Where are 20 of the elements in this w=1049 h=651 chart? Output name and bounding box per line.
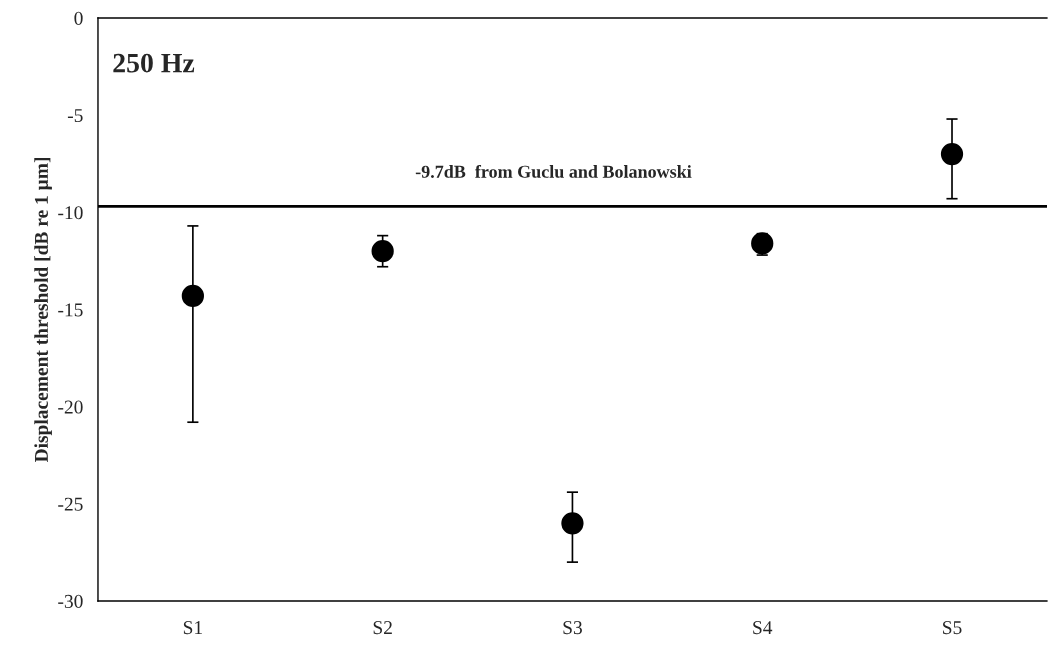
x-tick-label: S4 bbox=[753, 621, 773, 635]
y-tick-label: -10 bbox=[58, 206, 83, 220]
y-tick-label: -15 bbox=[58, 303, 83, 317]
y-tick-label: -25 bbox=[58, 497, 83, 511]
point bbox=[751, 232, 774, 255]
x-tick-label: S5 bbox=[943, 621, 962, 635]
y-tick-label: -30 bbox=[58, 594, 83, 608]
y-tick-label: -20 bbox=[58, 400, 83, 414]
annotation: 250 Hz bbox=[113, 53, 195, 73]
y-tick-label: 0 bbox=[74, 11, 83, 25]
y-tick-label: -5 bbox=[67, 109, 83, 123]
x-tick-label: S3 bbox=[563, 621, 582, 635]
y-axis-title: Displacement threshold [dB re 1 µm] bbox=[34, 157, 52, 463]
point bbox=[940, 142, 964, 166]
ref-line-label: -9.7dB from Guclu and Bolanowski bbox=[415, 164, 692, 178]
point bbox=[561, 512, 584, 535]
x-tick-label: S1 bbox=[183, 621, 202, 635]
point bbox=[371, 240, 394, 263]
point bbox=[181, 284, 204, 308]
x-tick-label: S2 bbox=[373, 621, 392, 635]
